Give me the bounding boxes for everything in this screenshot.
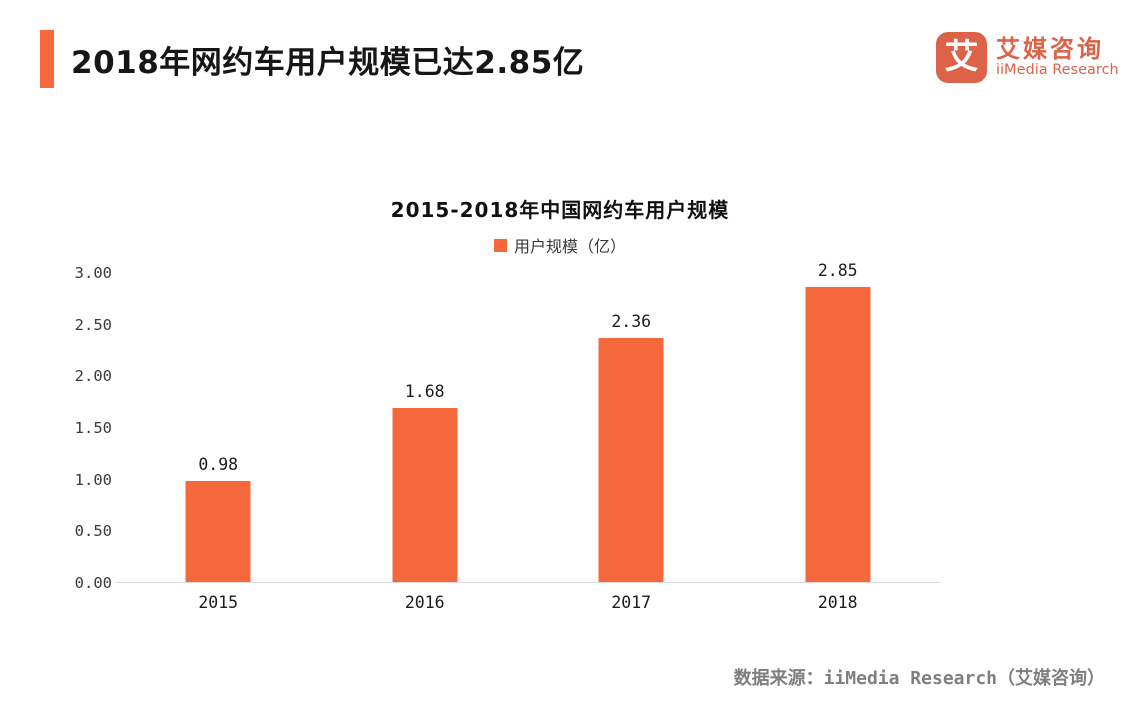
y-tick-label: 0.50 (74, 522, 112, 541)
y-tick-label: 0.00 (74, 574, 112, 592)
logo-name-en: iiMedia Research (996, 62, 1119, 79)
bar-value-label: 0.98 (198, 455, 239, 474)
bar (598, 338, 664, 582)
plot-area: 0.98 1.68 2.36 2.85 (115, 261, 942, 583)
y-tick-label: 2.00 (74, 367, 112, 386)
data-source-note: 数据来源：iiMedia Research（艾媒咨询） (733, 668, 1105, 689)
y-tick-label: 2.50 (74, 315, 112, 334)
x-tick-label: 2018 (817, 593, 858, 612)
bar-value-label: 2.36 (611, 312, 652, 331)
y-tick-label: 1.00 (74, 470, 112, 489)
y-axis: 3.00 2.50 2.00 1.50 1.00 0.50 0.00 (20, 264, 112, 592)
title-accent-bar (40, 30, 54, 88)
y-tick-label: 1.50 (74, 419, 112, 437)
bars-row: 0.98 1.68 2.36 2.85 (115, 261, 942, 582)
page-title: 2018年网约车用户规模已达2.85亿 (71, 44, 585, 81)
bar-value-label: 1.68 (404, 382, 445, 401)
bar-slot: 0.98 (115, 273, 322, 582)
legend-swatch-icon (493, 238, 507, 252)
chart-title: 2015-2018年中国网约车用户规模 (390, 198, 730, 222)
y-tick-label: 3.00 (74, 264, 112, 282)
bar-slot: 1.68 (322, 273, 529, 582)
x-tick-label: 2015 (198, 593, 239, 612)
bar (185, 481, 251, 582)
bar-slot: 2.36 (528, 273, 735, 582)
bar (392, 408, 458, 582)
x-axis: 2015 2016 2017 2018 (115, 593, 941, 612)
bar (805, 287, 871, 582)
chart-legend: 用户规模（亿） (0, 233, 1120, 257)
iimedia-logo: 艾 艾媒咨询 iiMedia Research (936, 32, 1119, 83)
bar-slot: 2.85 (735, 261, 942, 582)
logo-name-cn: 艾媒咨询 (996, 34, 1104, 63)
header: 2018年网约车用户规模已达2.85亿 (40, 30, 584, 88)
iimedia-logo-icon: 艾 (936, 32, 987, 83)
x-tick-label: 2017 (611, 593, 652, 612)
bar-value-label: 2.85 (817, 261, 858, 280)
logo-text: 艾媒咨询 iiMedia Research (996, 34, 1119, 79)
x-tick-label: 2016 (404, 593, 445, 612)
legend-label: 用户规模（亿） (513, 237, 626, 256)
